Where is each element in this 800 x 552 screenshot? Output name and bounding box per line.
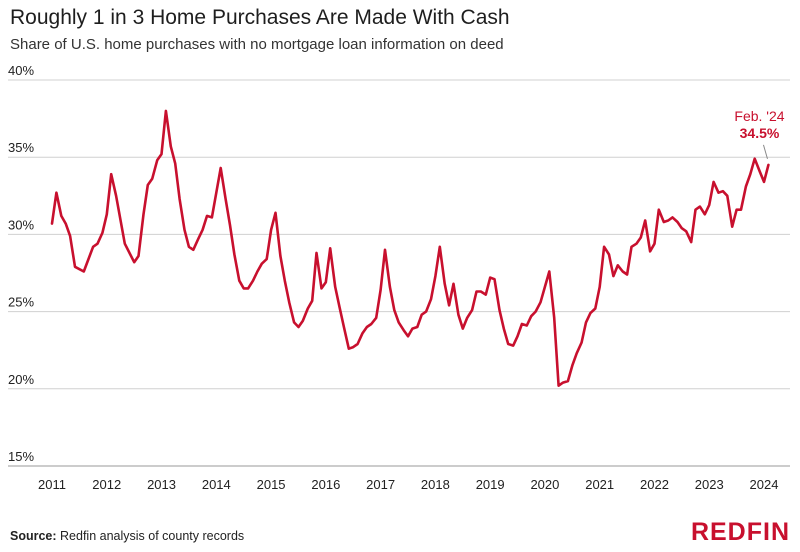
x-tick-label: 2012	[92, 477, 121, 492]
line-chart: 15%20%25%30%35%40% 2011 2012 2013 2014 2015 2…	[8, 63, 790, 492]
y-tick-label: 20%	[8, 372, 34, 387]
x-tick-label: 2018	[421, 477, 450, 492]
y-tick-label: 35%	[8, 140, 34, 155]
x-axis: 2011 2012 2013 2014 2015 2016 2017 2018 2019 2020…	[38, 477, 778, 492]
y-tick-label: 25%	[8, 295, 34, 310]
source-text: Redfin analysis of county records	[60, 529, 245, 543]
x-tick-label: 2016	[311, 477, 340, 492]
annotation-leader-line	[762, 144, 768, 160]
chart-title: Roughly 1 in 3 Home Purchases Are Made W…	[10, 6, 510, 29]
grid-lines	[8, 79, 790, 467]
x-tick-label: 2014	[202, 477, 231, 492]
annotation: Feb. '24 34.5%	[734, 108, 785, 160]
x-tick-label: 2020	[530, 477, 559, 492]
x-tick-label: 2023	[695, 477, 724, 492]
chart-subtitle: Share of U.S. home purchases with no mor…	[10, 36, 504, 53]
series-group	[50, 109, 770, 387]
y-tick-label: 15%	[8, 449, 34, 464]
x-tick-label: 2024	[750, 477, 779, 492]
series-line-0	[50, 109, 770, 387]
x-tick-label: 2011	[38, 477, 66, 492]
annotation-value: 34.5%	[740, 125, 780, 141]
source-note: Source: Redfin analysis of county record…	[10, 529, 244, 543]
y-tick-label: 40%	[8, 63, 34, 78]
x-tick-label: 2015	[257, 477, 286, 492]
annotation-label: Feb. '24	[734, 108, 784, 124]
source-label: Source:	[10, 529, 57, 543]
x-tick-label: 2017	[366, 477, 395, 492]
x-tick-label: 2013	[147, 477, 176, 492]
y-tick-label: 30%	[8, 217, 34, 232]
y-axis: 15% 20% 25% 30% 35% 40%	[8, 63, 34, 464]
x-tick-label: 2022	[640, 477, 669, 492]
x-tick-label: 2019	[476, 477, 505, 492]
x-tick-label: 2021	[585, 477, 614, 492]
redfin-logo: REDFIN	[690, 518, 790, 546]
